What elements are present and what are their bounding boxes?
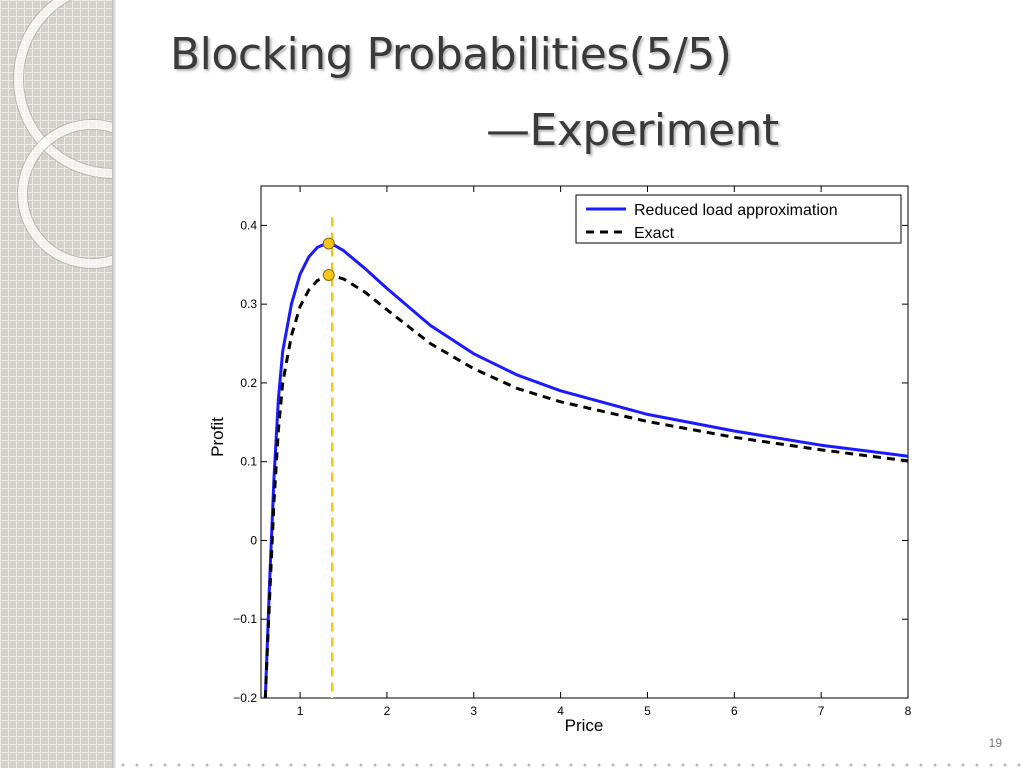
y-axis-ticks: −0.2 −0.1 0 0.1 0.2 0.3 0.4 (233, 218, 908, 705)
y-tick-label: 0.2 (240, 376, 257, 390)
x-tick-label: 2 (384, 704, 391, 718)
legend: Reduced load approximation Exact (575, 194, 902, 244)
x-axis-ticks: 1 2 3 4 5 6 7 8 (297, 186, 912, 718)
page-number: 19 (988, 736, 1002, 750)
series-line-exact (263, 274, 909, 699)
x-tick-label: 6 (731, 704, 738, 718)
decorative-dotted-border (116, 762, 1024, 768)
legend-label-exact: Exact (634, 225, 675, 242)
slide-subtitle: —Experiment (486, 105, 779, 156)
x-tick-label: 4 (557, 704, 564, 718)
x-tick-label: 7 (818, 704, 825, 718)
y-tick-label: 0.1 (240, 455, 257, 469)
y-tick-label: −0.2 (233, 691, 257, 705)
series-layer (263, 242, 909, 699)
x-tick-label: 8 (905, 704, 912, 718)
x-tick-label: 3 (470, 704, 477, 718)
annotation-layer (322, 217, 335, 698)
y-tick-label: 0.4 (240, 218, 257, 232)
y-tick-label: 0.3 (240, 297, 257, 311)
x-tick-label: 1 (297, 704, 304, 718)
peak-marker (322, 269, 335, 282)
peak-marker (322, 237, 335, 250)
legend-box (575, 194, 902, 244)
panel-divider (112, 0, 116, 768)
x-axis-title: Price (565, 716, 604, 735)
slide-title: Blocking Probabilities(5/5) (170, 29, 732, 80)
x-tick-label: 5 (644, 704, 651, 718)
y-tick-label: 0 (250, 533, 257, 547)
y-axis-title: Profit (208, 417, 227, 457)
y-tick-label: −0.1 (233, 612, 257, 626)
legend-label-reduced-load: Reduced load approximation (634, 202, 838, 219)
decorative-side-panel (0, 0, 112, 768)
series-line-reduced-load (263, 242, 909, 699)
